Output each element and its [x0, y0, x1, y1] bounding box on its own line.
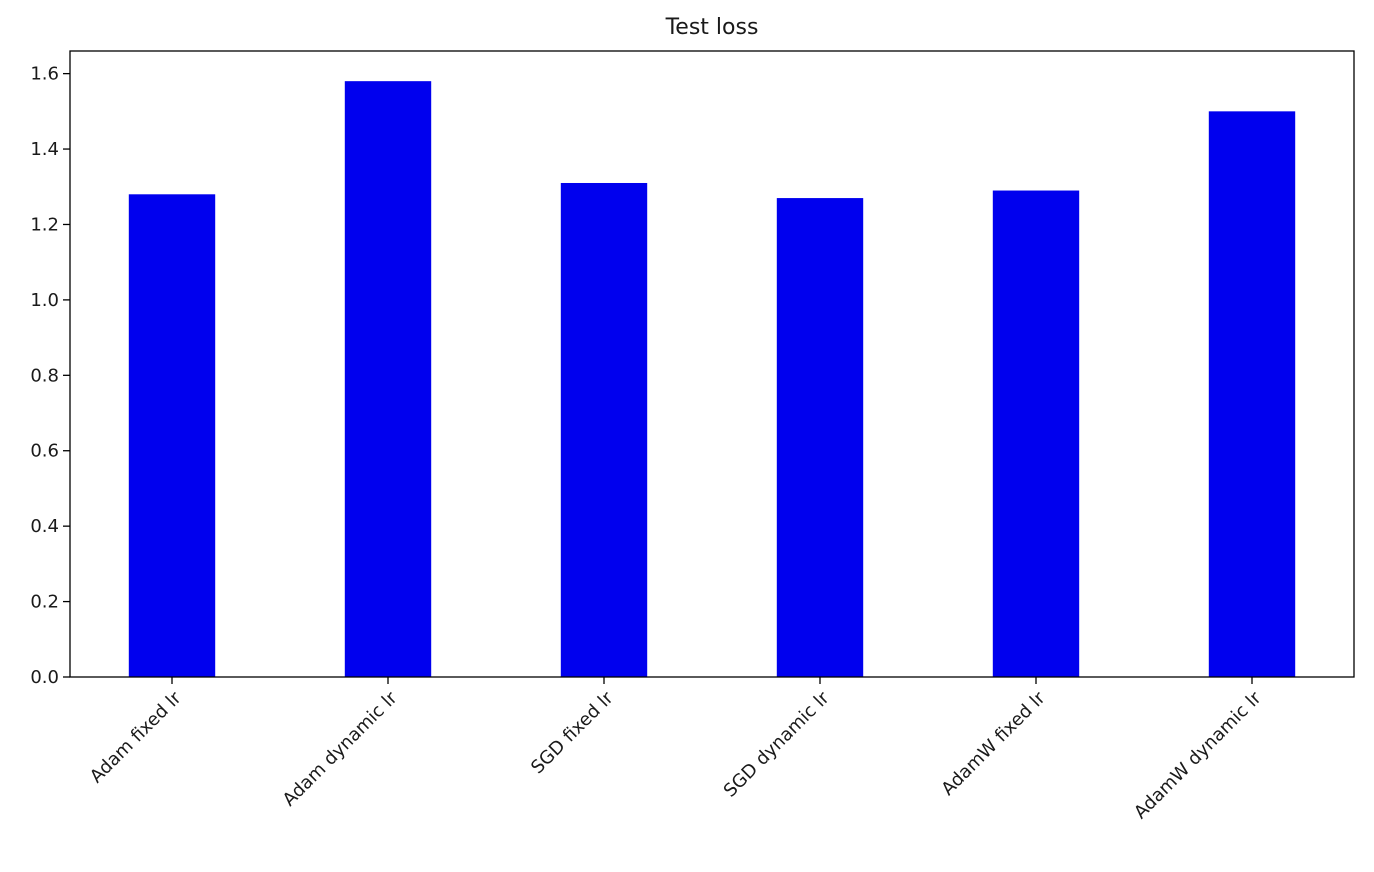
- bar: [344, 81, 432, 677]
- bar: [992, 190, 1080, 677]
- x-tick-label: Adam dynamic lr: [279, 687, 402, 810]
- y-tick-label: 0.2: [30, 592, 59, 613]
- plot-area-frame: [69, 50, 1355, 678]
- y-tick-label: 0.8: [30, 365, 59, 386]
- bars-group: [128, 81, 1296, 678]
- bar: [128, 194, 216, 677]
- y-tick-label: 1.2: [30, 214, 59, 235]
- x-tick-label: SGD fixed lr: [527, 687, 618, 778]
- bar: [776, 198, 864, 677]
- x-tick-label: SGD dynamic lr: [720, 687, 834, 801]
- x-tick-label: AdamW fixed lr: [937, 687, 1050, 800]
- y-tick-label: 0.0: [30, 667, 59, 688]
- bar: [1208, 111, 1296, 678]
- x-tick-label: Adam fixed lr: [86, 687, 186, 787]
- x-axis: Adam fixed lr Adam dynamic lr SGD fixed lr…: [86, 677, 1266, 823]
- bar: [560, 182, 648, 677]
- y-tick-label: 1.0: [30, 290, 59, 311]
- chart-title: Test loss: [665, 15, 759, 40]
- y-tick-label: 0.4: [30, 516, 59, 537]
- y-tick-label: 0.6: [30, 441, 59, 462]
- y-tick-label: 1.4: [30, 139, 59, 160]
- x-tick-label: AdamW dynamic lr: [1130, 687, 1266, 823]
- y-axis: 0.0 0.2 0.4 0.6 0.8 1.0 1.2 1.4 1.6: [30, 64, 70, 688]
- y-tick-label: 1.6: [30, 64, 59, 85]
